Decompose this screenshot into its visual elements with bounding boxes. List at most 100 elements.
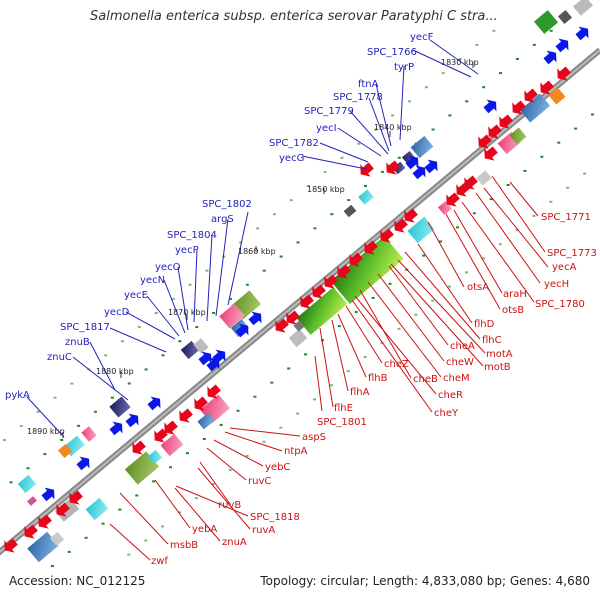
gene-label-cheA: cheA: [450, 341, 475, 352]
gene-label-yecO: yecO: [155, 262, 181, 273]
gc-dot: [253, 395, 257, 398]
gc-dot: [169, 466, 173, 469]
gc-dot: [337, 325, 341, 328]
gene-label-tyrP: tyrP: [394, 62, 414, 73]
gc-dot: [211, 483, 215, 486]
reverse-gene-arrow: [446, 192, 460, 207]
gene-label-aspS: aspS: [302, 432, 326, 443]
leader-line: [125, 311, 176, 340]
forward-gene-arrow: [147, 396, 161, 411]
gc-dot: [110, 396, 114, 399]
forward-gene-arrow: [198, 351, 212, 366]
leader-line: [197, 467, 251, 530]
gc-dot: [178, 340, 182, 343]
gc-dot: [161, 525, 165, 528]
gc-dot: [414, 313, 418, 316]
reverse-gene-arrow: [456, 182, 470, 197]
gc-dot: [127, 382, 131, 385]
gene-label-SPC_1817: SPC_1817: [60, 322, 110, 333]
gene-label-yebC: yebC: [265, 462, 290, 473]
gc-dot: [441, 72, 445, 75]
gc-dot: [498, 243, 502, 246]
gc-dot: [154, 312, 158, 315]
leader-line: [109, 523, 151, 561]
gc-dot: [439, 240, 443, 243]
gene-label-zwf: zwf: [151, 556, 168, 567]
leader-line: [319, 327, 334, 408]
gc-dot: [84, 536, 88, 539]
gc-dot: [289, 199, 293, 202]
gene-label-ftnA: ftnA: [358, 79, 379, 90]
gc-dot: [532, 214, 536, 217]
bottom-leader-lines: [109, 175, 549, 561]
leader-line: [177, 266, 189, 331]
gc-dot: [566, 186, 570, 189]
reverse-gene-arrow: [364, 240, 378, 255]
leader-line: [461, 201, 535, 303]
gene-label-cheW: cheW: [446, 357, 474, 368]
feature-blocks: [17, 0, 593, 563]
gc-dot: [557, 141, 561, 144]
gc-dot: [549, 29, 553, 32]
leader-line: [377, 273, 445, 362]
leader-line: [412, 49, 472, 78]
leader-line: [213, 439, 264, 467]
leader-line: [175, 485, 249, 517]
gc-dot: [77, 424, 81, 427]
gc-dot: [499, 72, 503, 75]
gc-dot: [424, 86, 428, 89]
gc-dot: [236, 409, 240, 412]
gc-dot: [239, 241, 243, 244]
reverse-gene-arrow: [69, 490, 83, 505]
gc-dot: [205, 269, 209, 272]
leader-line: [337, 127, 382, 157]
gc-dot: [262, 269, 266, 272]
leader-line: [89, 341, 116, 391]
forward-gene-arrow: [405, 155, 419, 170]
bottom-gene-labels: SPC_1771 SPC_1773 yecA yecH SPC_1780 ara…: [151, 212, 597, 567]
gene-label-flhB: flhB: [368, 373, 388, 384]
tick-1830: 1830 kbp: [441, 58, 479, 67]
gc-dot: [465, 100, 469, 103]
gc-dot: [455, 226, 459, 229]
leader-line: [154, 479, 191, 529]
gc-dot: [407, 100, 411, 103]
forward-gene-arrow: [235, 323, 249, 338]
leader-line: [404, 251, 481, 340]
gc-dot: [287, 367, 291, 370]
leader-line: [491, 175, 546, 253]
gc-dot: [19, 424, 23, 427]
gene-label-SPC_1779: SPC_1779: [304, 106, 354, 117]
leader-line: [146, 295, 180, 337]
gc-dot: [245, 283, 249, 286]
gene-label-yecI: yecI: [316, 123, 337, 134]
gc-dot: [371, 296, 375, 299]
gene-label-SPC_1802: SPC_1802: [202, 199, 252, 210]
tick-1860: 1860 kbp: [238, 247, 276, 256]
gene-label-ruvB: ruvB: [218, 500, 241, 511]
reverse-gene-arrow: [56, 502, 70, 517]
leader-line: [445, 213, 501, 310]
gc-dot: [9, 481, 13, 484]
gene-arrows: [4, 26, 589, 553]
gc-dot: [60, 438, 64, 441]
leader-line: [509, 181, 539, 217]
gene-label-SPC_1804: SPC_1804: [167, 230, 217, 241]
gc-dot: [144, 539, 148, 542]
leader-line: [417, 243, 473, 324]
reverse-gene-arrow: [349, 252, 363, 267]
gene-label-cheR: cheR: [438, 390, 463, 401]
leader-line: [427, 221, 465, 288]
gc-dot: [228, 297, 232, 300]
forward-gene-arrow: [41, 487, 55, 502]
tick-1840: 1840 kbp: [374, 123, 412, 132]
gc-dot: [357, 142, 361, 145]
reverse-gene-arrow: [194, 396, 208, 411]
gc-dot: [489, 198, 493, 201]
gc-dot: [101, 522, 105, 525]
gc-dot: [137, 326, 141, 329]
gc-dot: [188, 283, 192, 286]
reverse-gene-arrow: [360, 162, 374, 177]
gc-dot: [144, 368, 148, 371]
gc-dot: [212, 311, 216, 314]
